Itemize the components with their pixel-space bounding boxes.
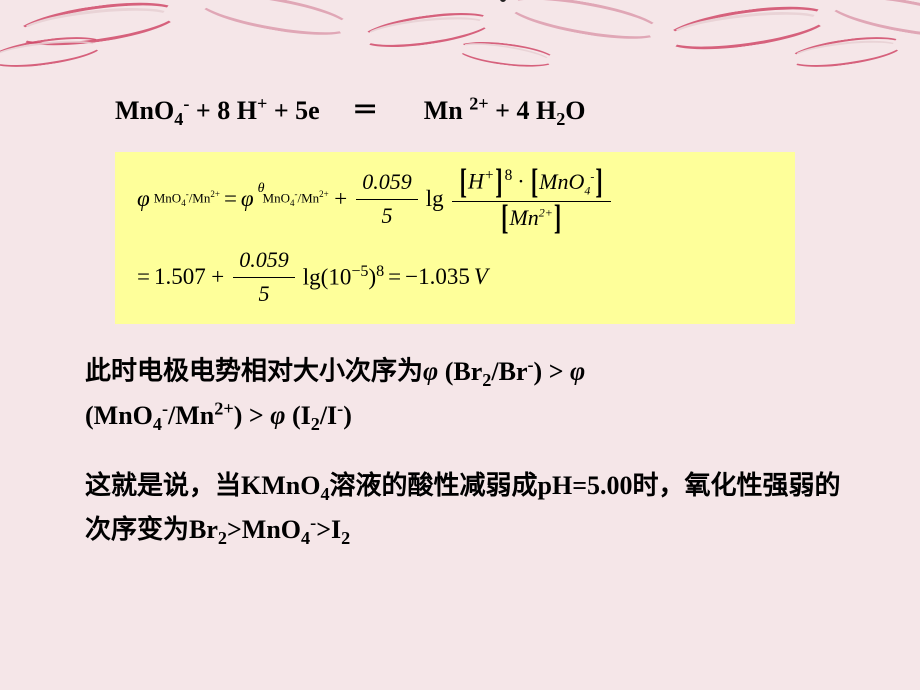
conc-h-plus: H+	[458, 166, 505, 196]
swirl-decoration	[0, 37, 105, 68]
reactant-mno4: MnO4-	[115, 96, 189, 125]
slide-content: MnO4- + 8 H+ + 5e ＝ Mn 2+ + 4 H2O φMnO4-…	[85, 90, 860, 553]
swirl-decoration	[500, 0, 670, 40]
nernst-line1: φMnO4-/Mn2+ = φθMnO4-/Mn2+ + 0.059 5 lg …	[137, 164, 773, 234]
equals-sign: ＝	[352, 96, 378, 125]
equals: =	[224, 184, 237, 214]
couple-br2-br: (Br2/Br-) >	[438, 357, 570, 386]
text-conclusion: 这就是说，当KMnO4溶液的酸性减弱成pH=5.00时，氧化性强弱的次序变为Br…	[85, 471, 841, 544]
couple-subscript-std: MnO4-/Mn2+	[263, 189, 329, 210]
text-sequence-intro: 此时电极电势相对大小次序为	[85, 357, 423, 386]
couple-mno4-mn: (MnO4-/Mn2+) >	[85, 401, 270, 430]
phi-symbol: φ	[137, 184, 150, 214]
equals: =	[388, 262, 401, 292]
equals: =	[137, 262, 150, 292]
reactant-electrons: + 5e	[267, 96, 319, 125]
couple-subscript: MnO4-/Mn2+	[154, 189, 220, 210]
fraction-0059-5-b: 0.059 5	[233, 244, 295, 310]
conc-mno4: MnO4-	[529, 168, 605, 199]
lg-function: lg	[426, 184, 444, 214]
lg-expression: lg(10−5)8	[303, 262, 384, 293]
concentration-quotient: H+8 · MnO4- Mn2+	[452, 164, 611, 234]
reaction-equation: MnO4- + 8 H+ + 5e ＝ Mn 2+ + 4 H2O	[115, 90, 860, 130]
product-mn2plus: Mn 2+	[424, 96, 489, 125]
plus: +	[333, 184, 349, 214]
phi-std-symbol: φ	[241, 184, 254, 214]
theta-superscript: θ	[258, 180, 265, 198]
decorative-header	[0, 0, 920, 65]
fraction-0059-5: 0.059 5	[356, 166, 418, 232]
value-1507: 1.507	[154, 262, 206, 292]
phi: φ	[570, 357, 585, 386]
result-value: −1.035	[405, 262, 470, 292]
reactant-h-plus: + 8 H+	[189, 96, 267, 125]
couple-i2-i: (I2/I-)	[285, 401, 351, 430]
unit-volt: V	[474, 262, 488, 292]
product-h2o: + 4 H2O	[489, 96, 586, 125]
swirl-decoration	[820, 0, 920, 38]
nernst-line2: = 1.507 + 0.059 5 lg(10−5)8 = −1.035 V	[137, 244, 773, 310]
nernst-formula-box: φMnO4-/Mn2+ = φθMnO4-/Mn2+ + 0.059 5 lg …	[115, 152, 795, 324]
paragraph-1: 此时电极电势相对大小次序为φ (Br2/Br-) > φ (MnO4-/Mn2+…	[85, 350, 860, 438]
phi: φ	[270, 401, 285, 430]
conc-mn2plus: Mn2+	[499, 204, 563, 233]
swirl-decoration	[190, 0, 360, 36]
phi: φ	[423, 357, 438, 386]
swirl-decoration	[786, 37, 905, 68]
plus: +	[210, 262, 226, 292]
dot: ·	[512, 169, 529, 194]
paragraph-2: 这就是说，当KMnO4溶液的酸性减弱成pH=5.00时，氧化性强弱的次序变为Br…	[85, 466, 860, 552]
